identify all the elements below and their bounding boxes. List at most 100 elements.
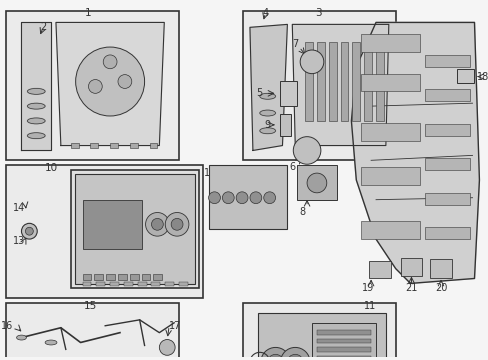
Bar — [6, 165, 202, 298]
Circle shape — [249, 192, 261, 204]
Text: 10: 10 — [44, 163, 58, 173]
Circle shape — [88, 80, 102, 93]
Text: 3: 3 — [315, 8, 322, 18]
Bar — [94, 274, 103, 280]
Bar — [243, 10, 395, 160]
Bar — [305, 42, 312, 121]
Bar — [425, 124, 468, 136]
Bar — [361, 123, 420, 141]
Circle shape — [25, 227, 33, 235]
Ellipse shape — [45, 340, 57, 345]
Text: 17: 17 — [169, 321, 181, 331]
Bar — [425, 227, 468, 239]
Bar — [138, 283, 146, 286]
Text: 4: 4 — [262, 8, 268, 18]
Bar — [6, 303, 179, 360]
Polygon shape — [56, 22, 164, 145]
Bar — [82, 274, 91, 280]
Circle shape — [306, 173, 326, 193]
Bar — [279, 114, 291, 136]
Bar — [118, 274, 126, 280]
Ellipse shape — [27, 118, 45, 124]
Bar — [456, 69, 473, 84]
Text: 19: 19 — [361, 283, 373, 293]
Bar — [361, 34, 420, 52]
Bar — [110, 143, 118, 148]
Polygon shape — [351, 22, 478, 283]
Bar — [316, 330, 370, 334]
Text: 1: 1 — [85, 8, 92, 18]
Polygon shape — [292, 24, 388, 145]
Bar — [71, 170, 198, 288]
Circle shape — [208, 192, 220, 204]
Bar — [6, 10, 179, 160]
Circle shape — [280, 347, 309, 360]
Bar — [75, 174, 194, 284]
Bar — [129, 143, 138, 148]
Polygon shape — [249, 24, 287, 150]
Circle shape — [293, 137, 320, 164]
Ellipse shape — [259, 110, 275, 116]
Bar — [425, 55, 468, 67]
Circle shape — [103, 55, 117, 69]
Bar — [429, 259, 451, 279]
Text: 12: 12 — [203, 168, 216, 178]
Bar — [361, 221, 420, 239]
Circle shape — [263, 192, 275, 204]
Ellipse shape — [259, 93, 275, 99]
Circle shape — [171, 219, 183, 230]
Bar — [375, 42, 383, 121]
Bar — [151, 283, 160, 286]
Bar — [316, 347, 370, 352]
Circle shape — [118, 75, 131, 89]
Ellipse shape — [27, 133, 45, 139]
Ellipse shape — [27, 103, 45, 109]
Bar — [352, 42, 360, 121]
Bar — [129, 274, 139, 280]
Circle shape — [159, 339, 175, 355]
Text: 20: 20 — [434, 283, 447, 293]
Ellipse shape — [17, 335, 26, 340]
Circle shape — [300, 50, 323, 74]
Bar — [123, 283, 133, 286]
Circle shape — [236, 192, 247, 204]
Circle shape — [260, 347, 290, 360]
Bar — [71, 143, 79, 148]
Bar — [425, 193, 468, 204]
Bar — [243, 303, 395, 360]
Bar — [425, 89, 468, 101]
Bar — [279, 81, 297, 106]
Circle shape — [287, 354, 303, 360]
Bar — [311, 323, 375, 360]
Bar — [110, 283, 119, 286]
Circle shape — [21, 223, 37, 239]
Bar — [361, 167, 420, 185]
Bar — [165, 283, 174, 286]
Bar — [149, 143, 157, 148]
Bar — [82, 200, 142, 249]
Bar — [368, 261, 390, 279]
Bar — [364, 42, 371, 121]
Bar — [208, 165, 287, 229]
Text: 2: 2 — [40, 22, 46, 32]
Bar — [425, 158, 468, 170]
Text: 6: 6 — [289, 162, 295, 172]
Bar — [361, 74, 420, 91]
Bar — [297, 165, 336, 200]
Text: 14: 14 — [13, 203, 25, 212]
Circle shape — [151, 219, 163, 230]
Text: 11: 11 — [363, 301, 375, 311]
Bar — [90, 143, 98, 148]
Text: 13: 13 — [13, 236, 25, 246]
Bar — [96, 283, 105, 286]
Text: 16: 16 — [1, 321, 14, 331]
Bar — [179, 283, 187, 286]
Bar — [340, 42, 348, 121]
Text: 7: 7 — [291, 39, 298, 49]
Bar — [328, 42, 336, 121]
Bar — [142, 274, 150, 280]
Text: 9: 9 — [264, 120, 270, 130]
Text: 15: 15 — [83, 301, 97, 311]
Text: 18: 18 — [475, 72, 488, 82]
Text: 5: 5 — [256, 88, 263, 98]
